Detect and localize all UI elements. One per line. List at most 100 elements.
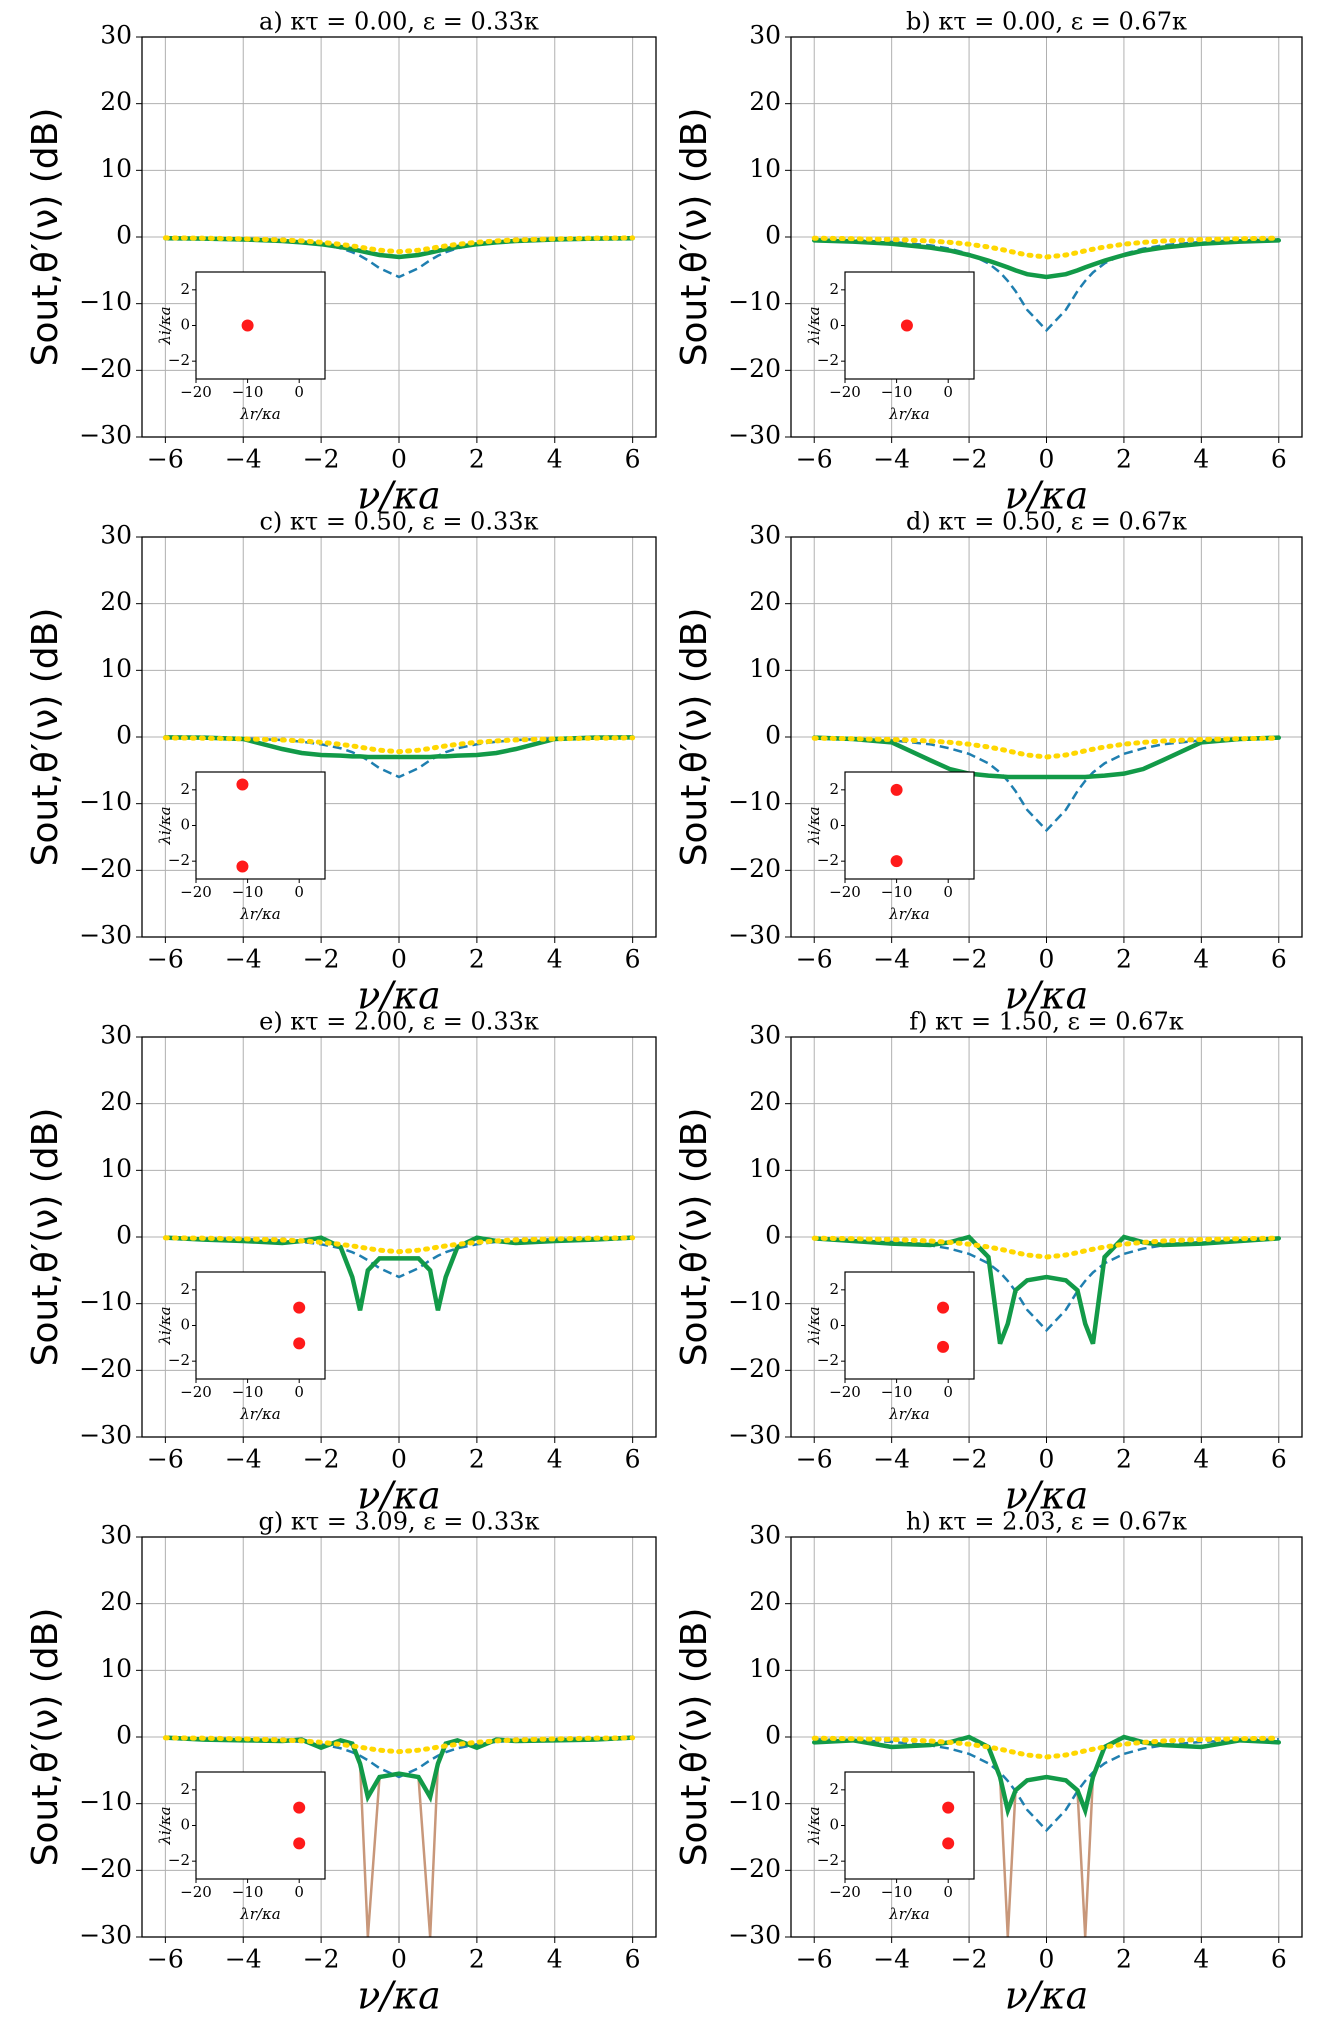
y-tick-label: 30 bbox=[749, 21, 781, 50]
eigenvalue-point bbox=[236, 860, 249, 873]
x-tick-label: 0 bbox=[391, 1945, 407, 1974]
line-series bbox=[811, 1235, 1282, 1260]
x-tick-label: 2 bbox=[469, 1445, 485, 1474]
x-tick-label: 6 bbox=[625, 445, 641, 474]
x-tick-label: 4 bbox=[1193, 1445, 1209, 1474]
line-series bbox=[163, 735, 635, 760]
inset-x-tick-label: −20 bbox=[829, 383, 861, 401]
inset-x-label: λr/κa bbox=[888, 1405, 930, 1423]
eigenvalue-point bbox=[900, 319, 913, 332]
inset-x-tick-label: −10 bbox=[232, 383, 264, 401]
y-tick-label: −30 bbox=[728, 1421, 781, 1450]
inset-x-tick-label: −20 bbox=[180, 1883, 212, 1901]
inset-x-tick-label: −10 bbox=[881, 383, 913, 401]
x-tick-label: 6 bbox=[625, 1445, 641, 1474]
y-tick-label: 30 bbox=[749, 1021, 781, 1050]
x-tick-label: 2 bbox=[469, 445, 485, 474]
x-tick-label: −4 bbox=[225, 445, 262, 474]
inset-y-tick-label: 0 bbox=[180, 316, 190, 334]
panel: a) κτ = 0.00, ε = 0.33κ−6 −4 −2 0 2 4 6−30−20−… bbox=[25, 8, 657, 518]
inset-y-tick-label: 0 bbox=[829, 816, 839, 834]
y-tick-label: 10 bbox=[749, 654, 781, 683]
y-tick-label: 10 bbox=[100, 1654, 132, 1683]
x-axis-label: ν/κa bbox=[357, 474, 440, 518]
inset-y-tick-label: 0 bbox=[180, 1816, 190, 1834]
x-tick-label: 6 bbox=[625, 1945, 641, 1974]
line-series bbox=[811, 235, 1282, 260]
inset-x-tick-label: −10 bbox=[881, 883, 913, 901]
x-tick-label: 2 bbox=[1116, 945, 1132, 974]
inset-background bbox=[195, 771, 326, 880]
panel-title: h) κτ = 2.03, ε = 0.67κ bbox=[906, 1508, 1187, 1536]
x-tick-label: −2 bbox=[303, 1945, 340, 1974]
plot-frame bbox=[790, 1536, 1303, 1938]
y-tick-label: −30 bbox=[79, 1921, 132, 1950]
x-tick-label: 0 bbox=[391, 1445, 407, 1474]
y-tick-label: 20 bbox=[749, 587, 781, 616]
eigenvalue-point bbox=[942, 1801, 955, 1814]
inset-x-tick-label: 0 bbox=[294, 883, 304, 901]
plot-frame bbox=[141, 1536, 657, 1938]
panel: f) κτ = 1.50, ε = 0.67κ−6 −4 −2 0 2 4 6−30−20−… bbox=[674, 1008, 1303, 1518]
y-tick-label: 0 bbox=[116, 221, 132, 250]
y-tick-label: 20 bbox=[100, 1587, 132, 1616]
inset-background bbox=[195, 271, 326, 380]
y-tick-label: 30 bbox=[100, 1521, 132, 1550]
y-tick-label: 10 bbox=[100, 654, 132, 683]
y-tick-label: 30 bbox=[100, 521, 132, 550]
x-tick-label: 0 bbox=[1039, 445, 1055, 474]
line-series bbox=[814, 1738, 1279, 1833]
y-tick-label: 20 bbox=[749, 1587, 781, 1616]
line-series bbox=[162, 735, 636, 755]
inset-y-label: λi/κa bbox=[156, 1306, 174, 1345]
panel-title: e) κτ = 2.00, ε = 0.33κ bbox=[259, 1008, 539, 1036]
inset-y-tick-label: −2 bbox=[817, 351, 839, 369]
inset-x-tick-label: −10 bbox=[881, 1883, 913, 1901]
y-tick-label: −10 bbox=[79, 287, 132, 316]
inset-y-tick-label: −2 bbox=[817, 851, 839, 869]
x-tick-label: 4 bbox=[1193, 1945, 1209, 1974]
line-series bbox=[811, 1735, 1282, 1760]
y-tick-label: 10 bbox=[100, 154, 132, 183]
x-axis-label: ν/κa bbox=[357, 1974, 440, 2018]
y-tick-label: −20 bbox=[79, 854, 132, 883]
line-series bbox=[811, 735, 1282, 760]
inset-y-label: λi/κa bbox=[805, 806, 823, 845]
x-tick-label: −6 bbox=[796, 445, 833, 474]
panel: e) κτ = 2.00, ε = 0.33κ−6 −4 −2 0 2 4 6−30−20−… bbox=[25, 1008, 657, 1518]
y-tick-label: 0 bbox=[765, 721, 781, 750]
inset-y-tick-label: −2 bbox=[168, 1851, 190, 1869]
panel: b) κτ = 0.00, ε = 0.67κ−6 −4 −2 0 2 4 6−30−20−… bbox=[674, 8, 1303, 518]
x-tick-label: −4 bbox=[873, 1945, 910, 1974]
x-tick-label: −4 bbox=[225, 1945, 262, 1974]
eigenvalue-point bbox=[937, 1340, 950, 1353]
y-tick-label: −30 bbox=[728, 921, 781, 950]
y-axis-label: Sout,θ′(ν) (dB) bbox=[25, 108, 66, 367]
inset-y-tick-label: 0 bbox=[829, 1316, 839, 1334]
x-axis-label: ν/κa bbox=[357, 1474, 440, 1518]
plot-frame bbox=[141, 1036, 657, 1438]
x-tick-label: 4 bbox=[547, 945, 563, 974]
inset-x-tick-label: −20 bbox=[180, 883, 212, 901]
y-tick-label: 30 bbox=[100, 1021, 132, 1050]
inset-x-tick-label: 0 bbox=[943, 1883, 953, 1901]
x-tick-label: −2 bbox=[303, 445, 340, 474]
inset-y-tick-label: −2 bbox=[168, 351, 190, 369]
x-tick-label: −6 bbox=[147, 1445, 184, 1474]
inset-x-label: λr/κa bbox=[239, 405, 281, 423]
y-tick-label: 20 bbox=[749, 87, 781, 116]
y-tick-label: −10 bbox=[728, 787, 781, 816]
y-tick-label: 20 bbox=[100, 587, 132, 616]
x-tick-label: −6 bbox=[147, 445, 184, 474]
inset-y-tick-label: 0 bbox=[829, 316, 839, 334]
x-tick-label: −6 bbox=[796, 1445, 833, 1474]
x-tick-label: 0 bbox=[1039, 1445, 1055, 1474]
y-axis-label: Sout,θ′(ν) (dB) bbox=[674, 608, 715, 867]
y-tick-label: −10 bbox=[79, 787, 132, 816]
y-axis-label: Sout,θ′(ν) (dB) bbox=[674, 1108, 715, 1367]
y-tick-label: −20 bbox=[728, 1354, 781, 1383]
x-tick-label: 4 bbox=[1193, 945, 1209, 974]
plot-frame bbox=[790, 536, 1303, 938]
